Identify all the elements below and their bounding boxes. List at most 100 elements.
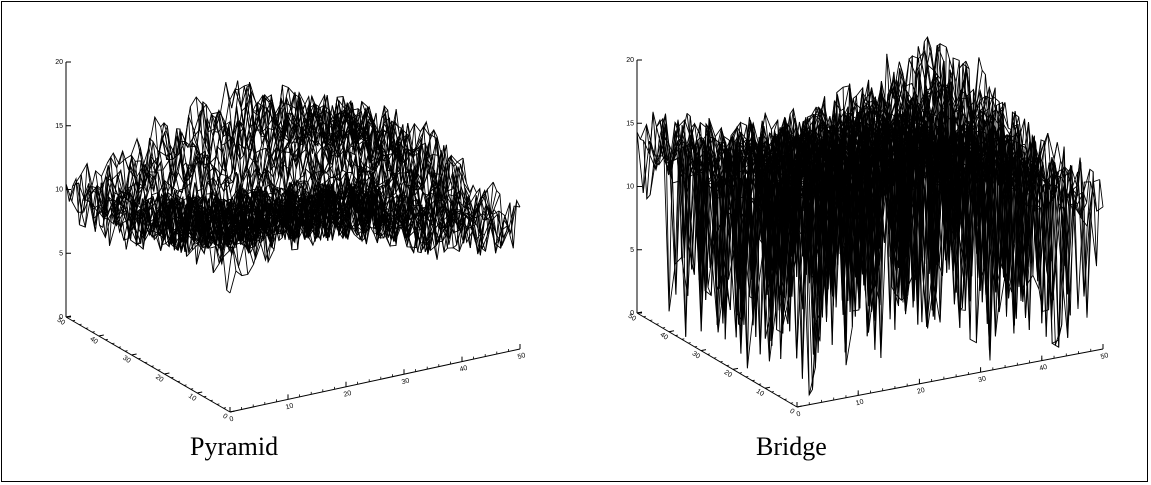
y-minor-tick [190, 388, 194, 390]
x-axis-line [229, 348, 521, 413]
y-minor-tick [694, 345, 698, 348]
mesh-line-x [88, 100, 380, 232]
y-minor-tick [777, 394, 781, 397]
y-minor-tick [790, 402, 794, 404]
y-minor-tick [681, 338, 685, 340]
z-tick-label: 15 [626, 120, 634, 127]
y-minor-tick [229, 411, 233, 413]
z-tick-label: 0 [59, 314, 63, 321]
x-tick-label: 10 [855, 399, 864, 408]
y-minor-tick [98, 335, 102, 337]
z-tick-label: 20 [55, 59, 63, 66]
y-minor-tick [732, 368, 736, 370]
y-minor-tick [111, 342, 115, 344]
x-tick-label: 20 [916, 387, 925, 396]
y-minor-tick [643, 315, 646, 318]
y-tick-label: 40 [88, 336, 98, 346]
mesh-line-y [278, 85, 444, 251]
y-minor-tick [151, 365, 154, 367]
y-minor-tick [668, 330, 672, 333]
y-minor-tick [138, 357, 141, 360]
y-minor-tick [752, 379, 755, 382]
mesh-line-y [290, 93, 456, 252]
y-minor-tick [144, 361, 148, 363]
y-minor-tick [197, 392, 200, 394]
y-tick-label: 0 [788, 408, 795, 416]
y-minor-tick [636, 312, 640, 314]
y-minor-tick [177, 380, 181, 382]
x-tick-label: 20 [343, 390, 352, 399]
x-tick-label: 40 [1039, 364, 1048, 373]
y-axis-line [636, 312, 798, 408]
mesh-line-y [942, 46, 1104, 316]
mesh-line-y [936, 42, 1098, 318]
y-tick-label: 50 [56, 317, 66, 327]
x-tick-label: 30 [978, 375, 987, 384]
y-minor-tick [210, 399, 213, 401]
z-tick-label: 10 [626, 184, 634, 191]
y-minor-tick [713, 357, 717, 359]
x-tick-label: 0 [796, 411, 802, 419]
y-tick-label: 20 [154, 374, 164, 384]
y-minor-tick [700, 349, 704, 351]
mesh-line-y [237, 80, 403, 240]
mesh-line-y [930, 61, 1091, 338]
mesh-line-y [195, 96, 361, 240]
y-tick-label: 10 [755, 388, 765, 398]
y-minor-tick [170, 376, 174, 379]
y-minor-tick [726, 364, 730, 367]
y-minor-tick [745, 376, 749, 378]
y-minor-tick [688, 342, 691, 344]
y-minor-tick [656, 323, 659, 325]
z-tick-label: 15 [55, 123, 63, 130]
y-minor-tick [784, 398, 787, 400]
y-tick-label: 30 [691, 350, 701, 360]
surface-mesh [65, 80, 521, 294]
y-minor-tick [65, 316, 69, 318]
y-tick-label: 10 [187, 393, 197, 403]
z-tick-label: 5 [59, 250, 63, 257]
x-tick-label: 40 [459, 365, 468, 374]
y-tick-label: 0 [221, 413, 228, 421]
mesh-line-y [337, 101, 503, 254]
y-tick-label: 40 [659, 331, 669, 341]
mesh-line-y [166, 128, 332, 242]
y-axis-line [65, 316, 231, 413]
mesh-line-y [355, 107, 521, 249]
y-minor-tick [203, 395, 207, 398]
pyramid-caption: Pyramid [190, 432, 279, 461]
y-minor-tick [79, 323, 82, 325]
z-tick-label: 5 [630, 247, 634, 254]
y-tick-label: 50 [627, 313, 637, 323]
bridge-caption: Bridge [756, 432, 827, 461]
mesh-line-y [201, 104, 367, 241]
y-minor-tick [764, 387, 768, 389]
y-minor-tick [771, 391, 774, 393]
y-minor-tick [223, 407, 227, 409]
x-tick-label: 30 [401, 377, 410, 386]
y-minor-tick [118, 346, 122, 348]
y-minor-tick [675, 334, 678, 336]
x-tick-label: 0 [229, 416, 235, 424]
y-minor-tick [758, 383, 762, 385]
y-minor-tick [662, 327, 666, 329]
mesh-line-y [792, 106, 954, 323]
z-tick-label: 20 [626, 57, 634, 64]
x-axis-line [796, 348, 1104, 408]
y-minor-tick [216, 403, 220, 405]
y-minor-tick [739, 372, 742, 374]
z-tick-label: 0 [630, 310, 634, 317]
y-minor-tick [105, 338, 108, 341]
mesh-line-y [680, 122, 842, 338]
y-minor-tick [707, 353, 710, 355]
y-minor-tick [85, 327, 89, 329]
x-tick-label: 50 [1100, 352, 1109, 361]
y-tick-label: 30 [121, 355, 131, 365]
y-minor-tick [124, 350, 128, 352]
y-minor-tick [720, 360, 723, 363]
y-tick-label: 20 [723, 369, 733, 379]
